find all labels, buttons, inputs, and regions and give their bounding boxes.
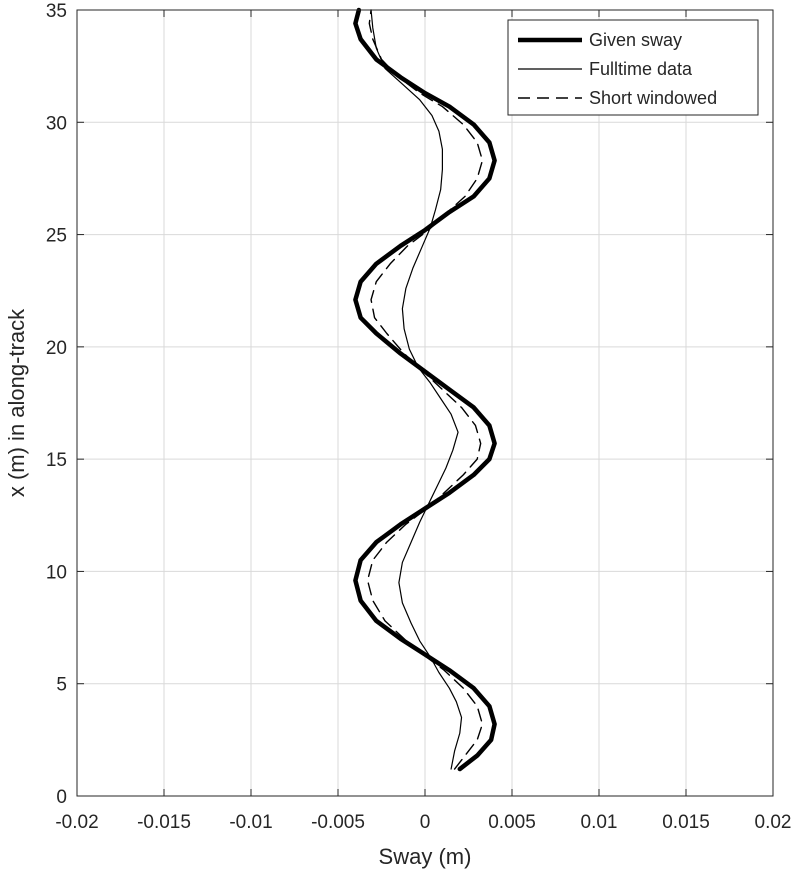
x-tick-label: -0.01 <box>229 812 272 833</box>
x-tick-label: -0.015 <box>137 812 191 833</box>
legend-label-fulltime-data: Fulltime data <box>589 59 693 79</box>
ticks: -0.02 -0.015 -0.01 -0.005 0 0.005 0.01 0.015 0.0… <box>46 1 792 833</box>
x-tick-label: 0.02 <box>755 812 792 833</box>
series-line-short-windowed <box>366 9 484 770</box>
legend: Given sway Fulltime data Short windowed <box>507 19 759 116</box>
series-line-fulltime-data <box>370 9 463 770</box>
x-tick-label: -0.02 <box>55 812 98 833</box>
x-axis-label: Sway (m) <box>379 844 472 869</box>
y-tick-label: 10 <box>46 562 67 583</box>
y-tick-label: 25 <box>46 226 67 247</box>
y-tick-label: 30 <box>46 113 67 134</box>
legend-label-short-windowed: Short windowed <box>589 88 717 108</box>
legend-label-given-sway: Given sway <box>589 30 682 50</box>
y-tick-label: 35 <box>46 1 67 22</box>
series-layer <box>353 7 497 772</box>
y-tick-label: 0 <box>56 787 67 808</box>
y-tick-label: 20 <box>46 338 67 359</box>
legend-box <box>507 19 759 116</box>
x-tick-label: -0.005 <box>311 812 365 833</box>
y-axis-label: x (m) in along-track <box>4 308 29 497</box>
x-tick-label: 0.005 <box>488 812 536 833</box>
y-tick-label: 5 <box>56 675 67 696</box>
x-tick-label: 0 <box>420 812 431 833</box>
x-tick-label: 0.01 <box>581 812 618 833</box>
y-tick-label: 15 <box>46 450 67 471</box>
x-tick-label: 0.015 <box>662 812 710 833</box>
